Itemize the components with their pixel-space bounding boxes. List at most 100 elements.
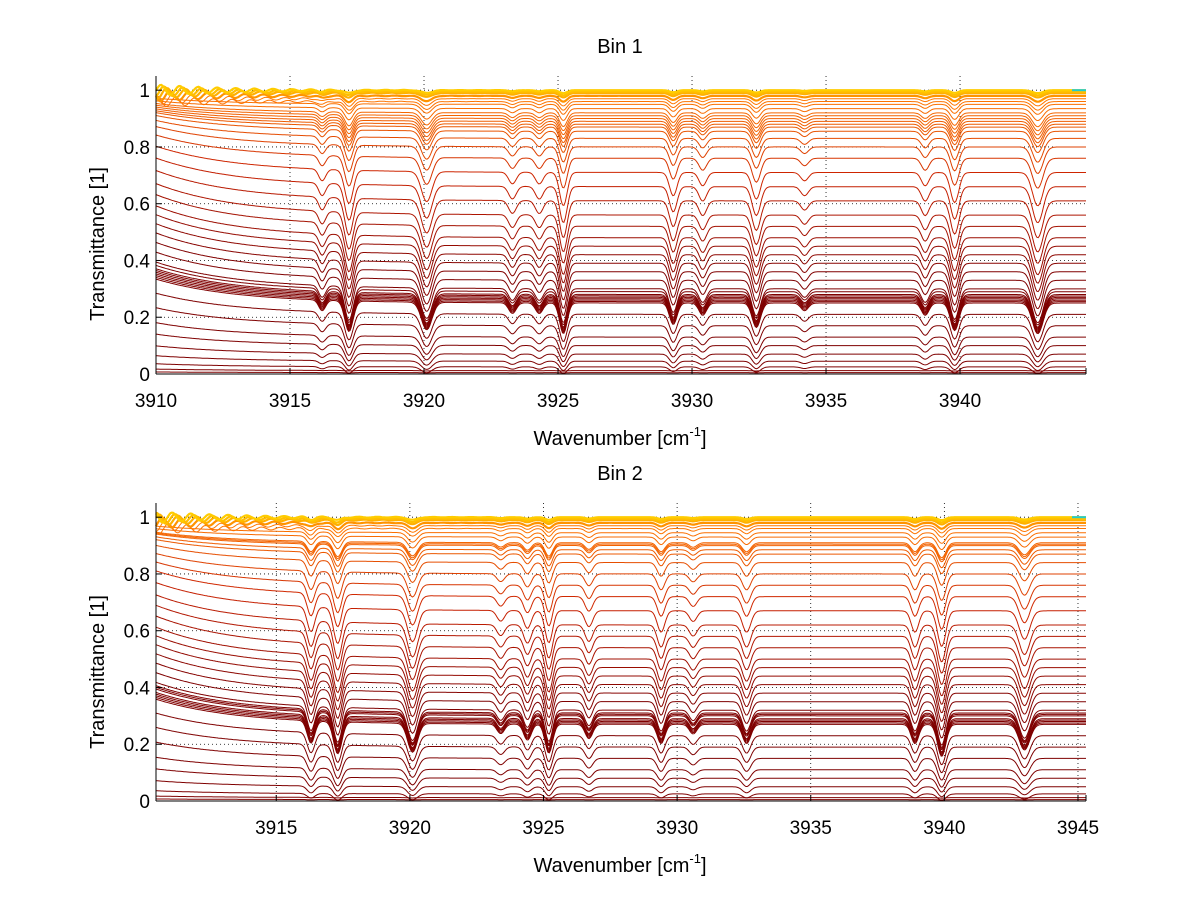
bin2-ylabel: Transmittance [1] xyxy=(87,595,109,749)
spectrum-line-26 xyxy=(155,594,1086,663)
spectrum-line-22 xyxy=(155,214,1086,284)
spectrum-line-38 xyxy=(155,525,1086,544)
spectrum-line-36 xyxy=(155,106,1086,136)
x-tick-label-3925: 3925 xyxy=(537,391,579,412)
y-tick-label-0.6: 0.6 xyxy=(124,195,150,216)
x-tick-label-3910: 3910 xyxy=(135,391,177,412)
spectrum-line-34 xyxy=(155,533,1086,563)
spectrum-line-28 xyxy=(155,570,1086,630)
spectrum-line-18 xyxy=(155,672,1086,739)
spectrum-line-15 xyxy=(155,268,1086,328)
spectrum-line-38 xyxy=(155,103,1086,128)
x-tick-label-3915: 3915 xyxy=(255,818,297,839)
x-tick-label-3915: 3915 xyxy=(269,391,311,412)
spectrum-line-0 xyxy=(155,798,1086,801)
bin2-series-group xyxy=(155,511,1086,801)
spectrum-line-45 xyxy=(155,85,1086,98)
y-tick-label-0.4: 0.4 xyxy=(124,251,151,272)
spectrum-line-29 xyxy=(155,134,1086,189)
spectrum-line-36 xyxy=(155,531,1086,559)
spectrum-line-33 xyxy=(155,112,1086,148)
spectrum-line-25 xyxy=(155,183,1086,253)
spectrum-line-20 xyxy=(155,232,1086,301)
spectrum-line-42 xyxy=(155,93,1086,107)
bin2-xlabel-sup: -1 xyxy=(689,851,701,866)
spectrum-line-21 xyxy=(155,223,1086,293)
spectrum-line-10 xyxy=(155,276,1086,334)
spectrum-line-37 xyxy=(155,104,1086,132)
spectrum-line-23 xyxy=(155,205,1086,276)
spectrum-line-33 xyxy=(155,536,1086,569)
x-tick-label-3945: 3945 xyxy=(1057,818,1099,839)
bin1-xlabel: Wavenumber [cm-1] xyxy=(533,424,706,450)
y-tick-label-0.2: 0.2 xyxy=(124,735,150,756)
spectrum-line-12 xyxy=(155,273,1086,331)
spectrum-line-21 xyxy=(155,644,1086,714)
spectrum-line-6 xyxy=(155,322,1086,358)
spectrum-line-12 xyxy=(155,693,1086,754)
spectrum-line-20 xyxy=(155,653,1086,722)
spectrum-line-8 xyxy=(155,292,1086,343)
spectrum-line-14 xyxy=(155,688,1086,751)
spectrum-line-29 xyxy=(155,561,1086,616)
spectrum-line-16 xyxy=(155,685,1086,748)
spectrum-line-41 xyxy=(155,516,1086,531)
spectrum-line-30 xyxy=(155,126,1086,174)
spectrum-line-43 xyxy=(155,90,1086,104)
bin1-xlabel-close: ] xyxy=(701,428,707,450)
spectrum-line-9 xyxy=(155,698,1086,757)
spectrum-line-26 xyxy=(155,170,1086,239)
spectrum-line-19 xyxy=(155,241,1086,310)
spectrum-line-9 xyxy=(155,278,1086,335)
spectrum-line-27 xyxy=(155,582,1086,647)
spectrum-line-5 xyxy=(155,756,1086,788)
spectrum-line-10 xyxy=(155,697,1086,756)
spectrum-line-6 xyxy=(155,741,1086,781)
spectrum-line-35 xyxy=(155,532,1086,561)
spectrum-line-4 xyxy=(155,768,1086,793)
x-tick-label-3940: 3940 xyxy=(923,818,965,839)
spectrum-line-42 xyxy=(155,513,1086,527)
bin1-ylabel: Transmittance [1] xyxy=(87,167,109,321)
spectrum-line-44 xyxy=(155,86,1086,100)
spectrum-line-31 xyxy=(155,119,1086,163)
bin2-title: Bin 2 xyxy=(597,463,643,485)
spectrum-line-40 xyxy=(155,97,1086,115)
spectrum-line-39 xyxy=(155,523,1086,538)
y-tick-label-0.2: 0.2 xyxy=(124,308,150,329)
spectrum-line-31 xyxy=(155,544,1086,586)
bin1-xlabel-sup: -1 xyxy=(689,424,701,439)
bin2-panel: Bin 2 3915 3920 3925 3930 3935 3940 3945 0 0.2 0.… xyxy=(87,463,1099,877)
spectrum-line-2 xyxy=(156,363,1086,374)
spectrum-line-32 xyxy=(155,539,1086,575)
spectrum-line-24 xyxy=(155,615,1086,686)
spectrum-line-35 xyxy=(155,108,1086,140)
spectrum-line-7 xyxy=(155,726,1086,774)
x-tick-label-3930: 3930 xyxy=(656,818,698,839)
bin1-xlabel-base: Wavenumber [cm xyxy=(533,428,689,450)
bin1-panel: Bin 1 3910 3915 3920 3925 3930 3935 3940 0 0.2 0.… xyxy=(87,36,1087,450)
spectrum-line-13 xyxy=(155,271,1086,330)
spectrum-line-37 xyxy=(155,528,1086,551)
spectrum-line-34 xyxy=(155,110,1086,144)
spectrum-line-5 xyxy=(155,333,1086,363)
spectrum-line-3 xyxy=(155,355,1086,372)
x-tick-label-3940: 3940 xyxy=(939,391,981,412)
spectrum-line-11 xyxy=(155,695,1086,755)
spectrum-line-27 xyxy=(155,157,1086,224)
spectrum-line-32 xyxy=(155,115,1086,154)
spectrum-line-39 xyxy=(155,100,1086,122)
spectrum-line-22 xyxy=(155,635,1086,705)
spectrum-line-25 xyxy=(155,604,1086,674)
bin1-series-group xyxy=(155,83,1086,374)
x-tick-label-3920: 3920 xyxy=(389,818,431,839)
spectrum-line-1 xyxy=(156,368,1086,372)
spectrum-line-24 xyxy=(155,194,1086,264)
spectrum-line-14 xyxy=(155,270,1086,329)
spectrum-line-4 xyxy=(155,345,1086,368)
bin2-xlabel-close: ] xyxy=(701,855,707,877)
spectrum-line-28 xyxy=(155,145,1086,207)
bin2-xlabel: Wavenumber [cm-1] xyxy=(533,851,706,877)
spectrum-line-44 xyxy=(155,511,1086,524)
